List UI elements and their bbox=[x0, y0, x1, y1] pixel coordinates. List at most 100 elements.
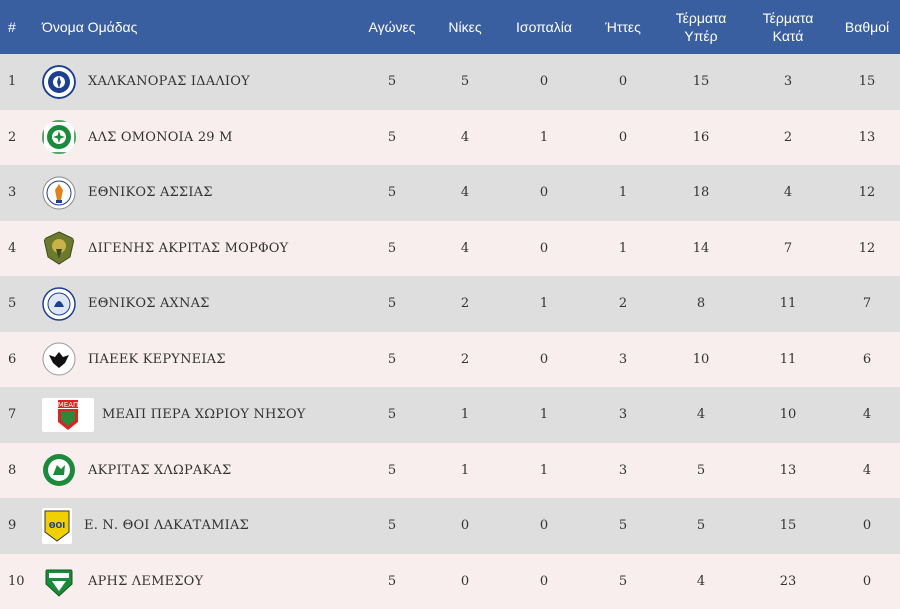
row-ga: 11 bbox=[742, 332, 834, 388]
row-draws: 1 bbox=[502, 387, 586, 443]
team-name: ΑΚΡΙΤΑΣ ΧΛΩΡΑΚΑΣ bbox=[88, 463, 231, 478]
row-draws: 1 bbox=[502, 443, 586, 499]
row-team: ΔΙΓΕΝΗΣ ΑΚΡΙΤΑΣ ΜΟΡΦΟΥ bbox=[38, 221, 356, 277]
row-points: 6 bbox=[834, 332, 900, 388]
row-gf: 18 bbox=[660, 165, 742, 221]
row-draws: 0 bbox=[502, 54, 586, 110]
omonoia-logo bbox=[42, 120, 76, 154]
ethnikos-assias-logo bbox=[42, 176, 76, 210]
team-cell: ΕΘΝΙΚΟΣ ΑΧΝΑΣ bbox=[42, 287, 356, 321]
row-draws: 1 bbox=[502, 110, 586, 166]
row-points: 4 bbox=[834, 387, 900, 443]
row-losses: 0 bbox=[586, 54, 660, 110]
akritas-logo bbox=[42, 453, 76, 487]
row-points: 4 bbox=[834, 443, 900, 499]
row-draws: 1 bbox=[502, 276, 586, 332]
row-ga: 15 bbox=[742, 498, 834, 554]
row-losses: 1 bbox=[586, 221, 660, 277]
row-played: 5 bbox=[356, 443, 428, 499]
paeek-logo bbox=[42, 342, 76, 376]
header-goals-for-line2: Υπέρ bbox=[664, 27, 738, 45]
team-name: ΕΘΝΙΚΟΣ ΑΧΝΑΣ bbox=[88, 296, 210, 311]
row-gf: 14 bbox=[660, 221, 742, 277]
row-position: 2 bbox=[0, 110, 38, 166]
row-position: 9 bbox=[0, 498, 38, 554]
row-losses: 5 bbox=[586, 498, 660, 554]
row-wins: 4 bbox=[428, 221, 502, 277]
header-goals-for: Τέρματα Υπέρ bbox=[660, 0, 742, 54]
row-team: ΑΡΗΣ ΛΕΜΕΣΟΥ bbox=[38, 554, 356, 609]
team-cell: ΠΑΕΕΚ ΚΕΡΥΝΕΙΑΣ bbox=[42, 342, 356, 376]
header-played: Αγώνες bbox=[356, 0, 428, 54]
row-position: 3 bbox=[0, 165, 38, 221]
row-ga: 10 bbox=[742, 387, 834, 443]
row-losses: 0 bbox=[586, 110, 660, 166]
row-losses: 5 bbox=[586, 554, 660, 609]
row-position: 1 bbox=[0, 54, 38, 110]
row-points: 0 bbox=[834, 498, 900, 554]
header-draws: Ισοπαλία bbox=[502, 0, 586, 54]
row-ga: 11 bbox=[742, 276, 834, 332]
row-played: 5 bbox=[356, 554, 428, 609]
row-draws: 0 bbox=[502, 165, 586, 221]
team-name: Ε. Ν. ΘΟΙ ΛΑΚΑΤΑΜΙΑΣ bbox=[84, 518, 249, 533]
header-points: Βαθμοί bbox=[834, 0, 900, 54]
aris-logo bbox=[42, 564, 76, 598]
team-cell: ΑΡΗΣ ΛΕΜΕΣΟΥ bbox=[42, 564, 356, 598]
row-position: 8 bbox=[0, 443, 38, 499]
header-goals-against-line1: Τέρματα bbox=[746, 9, 830, 27]
header-goals-against: Τέρματα Κατά bbox=[742, 0, 834, 54]
row-losses: 1 bbox=[586, 165, 660, 221]
row-position: 10 bbox=[0, 554, 38, 609]
team-cell: ΑΛΣ ΟΜΟΝΟΙΑ 29 Μ bbox=[42, 120, 356, 154]
row-gf: 5 bbox=[660, 498, 742, 554]
team-cell: ΔΙΓΕΝΗΣ ΑΚΡΙΤΑΣ ΜΟΡΦΟΥ bbox=[42, 231, 356, 265]
row-wins: 0 bbox=[428, 498, 502, 554]
row-losses: 3 bbox=[586, 443, 660, 499]
header-team-name: Όνομα Ομάδας bbox=[38, 0, 356, 54]
row-team: ΕΘΝΙΚΟΣ ΑΣΣΙΑΣ bbox=[38, 165, 356, 221]
row-points: 0 bbox=[834, 554, 900, 609]
row-played: 5 bbox=[356, 332, 428, 388]
row-wins: 4 bbox=[428, 110, 502, 166]
row-points: 7 bbox=[834, 276, 900, 332]
row-team: ΠΑΕΕΚ ΚΕΡΥΝΕΙΑΣ bbox=[38, 332, 356, 388]
row-played: 5 bbox=[356, 221, 428, 277]
row-gf: 4 bbox=[660, 554, 742, 609]
row-wins: 5 bbox=[428, 54, 502, 110]
row-position: 6 bbox=[0, 332, 38, 388]
row-ga: 2 bbox=[742, 110, 834, 166]
team-cell: ΑΚΡΙΤΑΣ ΧΛΩΡΑΚΑΣ bbox=[42, 453, 356, 487]
row-draws: 0 bbox=[502, 498, 586, 554]
row-position: 5 bbox=[0, 276, 38, 332]
svg-text:ΘΟΙ: ΘΟΙ bbox=[49, 521, 66, 530]
row-wins: 1 bbox=[428, 443, 502, 499]
row-losses: 2 bbox=[586, 276, 660, 332]
row-ga: 23 bbox=[742, 554, 834, 609]
row-wins: 2 bbox=[428, 276, 502, 332]
row-ga: 3 bbox=[742, 54, 834, 110]
thoi-logo: ΘΟΙ bbox=[42, 508, 72, 544]
team-cell: ΘΟΙ Ε. Ν. ΘΟΙ ΛΑΚΑΤΑΜΙΑΣ bbox=[42, 508, 356, 544]
header-losses: Ήττες bbox=[586, 0, 660, 54]
meap-logo: ΜΕΑΠ bbox=[42, 398, 94, 432]
row-played: 5 bbox=[356, 387, 428, 443]
digenis-logo bbox=[42, 231, 76, 265]
table-header-row: # Όνομα Ομάδας Αγώνες Νίκες Ισοπαλία Ήττ… bbox=[0, 0, 900, 54]
team-name: ΑΛΣ ΟΜΟΝΟΙΑ 29 Μ bbox=[88, 130, 233, 145]
row-team: ΑΛΣ ΟΜΟΝΟΙΑ 29 Μ bbox=[38, 110, 356, 166]
team-name: ΧΑΛΚΑΝΟΡΑΣ ΙΔΑΛΙΟΥ bbox=[88, 74, 250, 89]
row-wins: 0 bbox=[428, 554, 502, 609]
row-played: 5 bbox=[356, 498, 428, 554]
